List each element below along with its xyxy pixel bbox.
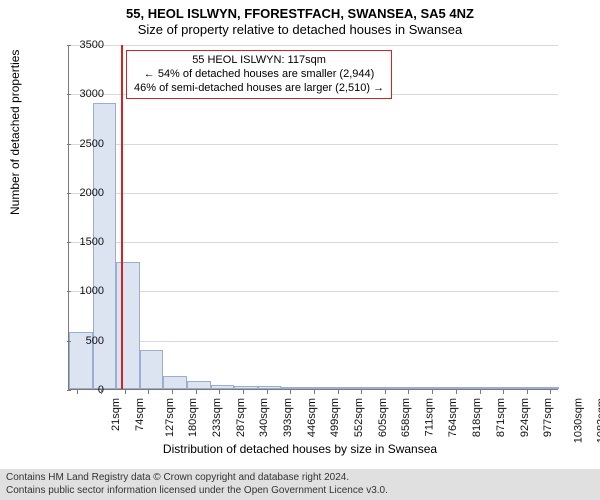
y-tick-label: 2500	[44, 138, 104, 150]
y-axis-label: Number of detached properties	[8, 50, 22, 215]
x-tick-mark	[101, 390, 102, 394]
gridline	[69, 45, 558, 46]
histogram-bar	[352, 387, 376, 389]
y-tick-label: 1500	[44, 236, 104, 248]
x-tick-label: 127sqm	[164, 398, 176, 437]
y-tick-mark	[67, 341, 71, 342]
x-tick-mark	[77, 390, 78, 394]
x-tick-mark	[550, 390, 551, 394]
x-tick-label: 180sqm	[187, 398, 199, 437]
x-tick-mark	[219, 390, 220, 394]
x-tick-mark	[503, 390, 504, 394]
x-tick-mark	[385, 390, 386, 394]
annotation-line-2: ← 54% of detached houses are smaller (2,…	[134, 68, 384, 82]
x-tick-mark	[432, 390, 433, 394]
histogram-bar	[541, 387, 559, 389]
histogram-bar	[400, 387, 424, 389]
x-tick-mark	[148, 390, 149, 394]
x-tick-label: 499sqm	[329, 398, 341, 437]
x-tick-label: 764sqm	[447, 398, 459, 437]
x-tick-mark	[361, 390, 362, 394]
x-axis-label: Distribution of detached houses by size …	[0, 442, 600, 456]
x-tick-mark	[456, 390, 457, 394]
marker-annotation: 55 HEOL ISLWYN: 117sqm ← 54% of detached…	[126, 50, 392, 99]
histogram-bar	[329, 387, 353, 389]
x-tick-mark	[172, 390, 173, 394]
title-subtitle: Size of property relative to detached ho…	[0, 21, 600, 37]
x-tick-mark	[338, 390, 339, 394]
histogram-bar	[140, 350, 164, 389]
x-tick-label: 1083sqm	[596, 398, 600, 443]
chart-plot-area: 55 HEOL ISLWYN: 117sqm ← 54% of detached…	[68, 45, 558, 390]
gridline	[69, 291, 558, 292]
histogram-bar	[423, 387, 447, 389]
x-tick-label: 605sqm	[377, 398, 389, 437]
x-tick-mark	[480, 390, 481, 394]
annotation-line-1: 55 HEOL ISLWYN: 117sqm	[134, 54, 384, 68]
y-tick-label: 2000	[44, 187, 104, 199]
histogram-bar	[470, 387, 494, 389]
y-tick-mark	[67, 390, 71, 391]
y-tick-label: 3000	[44, 88, 104, 100]
gridline	[69, 193, 558, 194]
y-tick-mark	[67, 45, 71, 46]
x-tick-mark	[527, 390, 528, 394]
annotation-line-3: 46% of semi-detached houses are larger (…	[134, 82, 384, 96]
x-tick-label: 287sqm	[235, 398, 247, 437]
y-tick-mark	[67, 193, 71, 194]
x-tick-label: 393sqm	[282, 398, 294, 437]
x-tick-mark	[267, 390, 268, 394]
histogram-bar	[305, 387, 329, 389]
histogram-bar	[258, 386, 282, 389]
x-tick-label: 446sqm	[306, 398, 318, 437]
histogram-bar	[187, 381, 211, 389]
histogram-bar	[376, 387, 400, 389]
x-tick-mark	[314, 390, 315, 394]
histogram-bar	[518, 387, 542, 389]
histogram-bar	[234, 386, 258, 389]
x-tick-label: 924sqm	[519, 398, 531, 437]
y-tick-mark	[67, 242, 71, 243]
gridline	[69, 242, 558, 243]
chart-container: 55, HEOL ISLWYN, FFORESTFACH, SWANSEA, S…	[0, 0, 600, 500]
x-tick-label: 977sqm	[542, 398, 554, 437]
y-tick-label: 500	[44, 335, 104, 347]
histogram-bar	[163, 376, 187, 389]
x-tick-label: 1030sqm	[572, 398, 584, 443]
y-tick-mark	[67, 94, 71, 95]
x-tick-label: 871sqm	[495, 398, 507, 437]
x-tick-label: 74sqm	[134, 398, 146, 431]
y-tick-mark	[67, 291, 71, 292]
gridline	[69, 144, 558, 145]
gridline	[69, 341, 558, 342]
footer-line-1: Contains HM Land Registry data © Crown c…	[6, 472, 594, 485]
x-tick-label: 552sqm	[353, 398, 365, 437]
y-tick-label: 3500	[44, 39, 104, 51]
x-tick-mark	[290, 390, 291, 394]
x-tick-mark	[125, 390, 126, 394]
histogram-bar	[494, 387, 518, 389]
histogram-bar	[116, 262, 140, 389]
x-tick-label: 711sqm	[423, 398, 435, 436]
footer-attribution: Contains HM Land Registry data © Crown c…	[0, 469, 600, 500]
footer-line-2: Contains public sector information licen…	[6, 485, 594, 498]
x-tick-label: 340sqm	[259, 398, 271, 437]
x-tick-label: 233sqm	[211, 398, 223, 437]
x-tick-mark	[408, 390, 409, 394]
histogram-bar	[281, 387, 305, 389]
property-marker-line	[121, 45, 123, 389]
x-tick-mark	[196, 390, 197, 394]
histogram-bar	[211, 385, 235, 389]
title-address: 55, HEOL ISLWYN, FFORESTFACH, SWANSEA, S…	[0, 0, 600, 21]
y-tick-label: 0	[44, 384, 104, 396]
x-tick-label: 21sqm	[110, 398, 122, 431]
y-tick-label: 1000	[44, 285, 104, 297]
histogram-bar	[447, 387, 471, 389]
x-tick-mark	[243, 390, 244, 394]
x-tick-label: 658sqm	[400, 398, 412, 437]
x-tick-label: 818sqm	[472, 398, 484, 437]
y-tick-mark	[67, 144, 71, 145]
